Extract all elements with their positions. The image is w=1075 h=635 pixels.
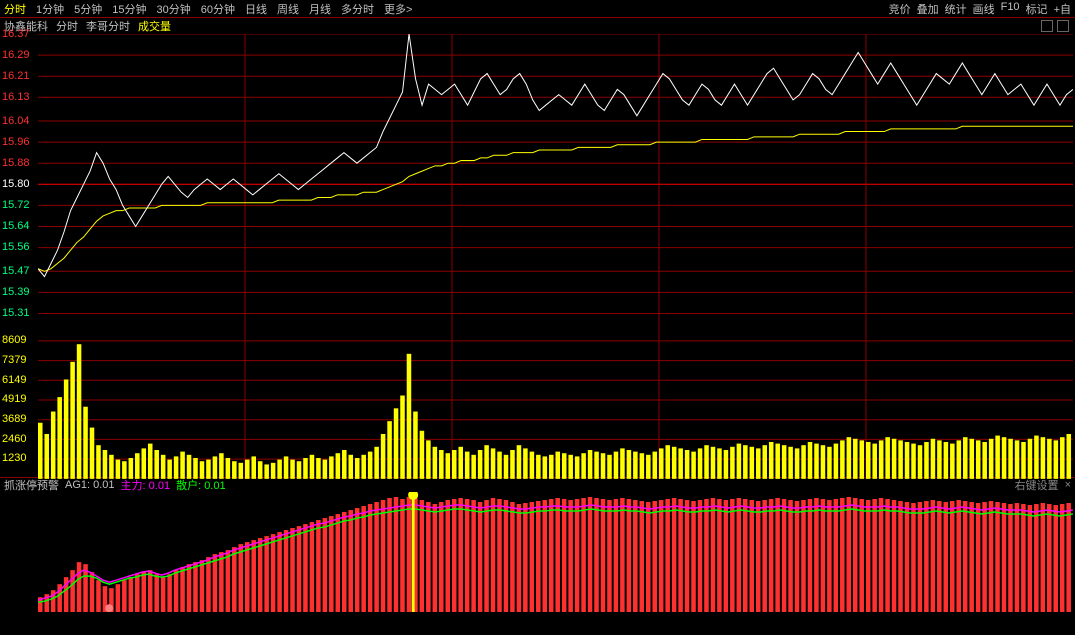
tab-9[interactable]: 多分时 [341, 1, 374, 17]
indicator-retail: 散户: 0.01 [176, 477, 226, 493]
tool-2[interactable]: 统计 [945, 1, 967, 17]
tool-1[interactable]: 叠加 [917, 1, 939, 17]
tab-6[interactable]: 日线 [245, 1, 267, 17]
chart-mode: 分时 [56, 18, 78, 34]
vol-ytick: 1230 [2, 452, 26, 464]
chart-extra: 李哥分时 [86, 18, 130, 34]
vol-ytick: 3689 [2, 413, 26, 425]
chart-title-bar: 协鑫能科 分时 李哥分时 成交量 [0, 18, 1075, 34]
vol-ytick: 7379 [2, 354, 26, 366]
expand-icon[interactable] [1041, 20, 1053, 32]
tab-8[interactable]: 月线 [309, 1, 331, 17]
timeframe-tabs: 分时 1分钟 5分钟 15分钟 30分钟 60分钟日线周线月线多分时更多> [4, 1, 412, 17]
ytick: 15.47 [2, 265, 30, 277]
tab-1[interactable]: 1分钟 [36, 1, 64, 17]
tab-5[interactable]: 60分钟 [201, 1, 235, 17]
toolbar-right: 竞价叠加统计画线 F10 标记 +自 [889, 1, 1071, 17]
ytick: 16.21 [2, 70, 30, 82]
indicator-canvas [38, 492, 1073, 612]
ytick: 15.56 [2, 241, 30, 253]
tool-3[interactable]: 画线 [973, 1, 995, 17]
tab-10[interactable]: 更多> [384, 1, 412, 17]
indicator-name: 抓涨停预警 [4, 477, 59, 493]
indicator-settings[interactable]: 右键设置 [1015, 477, 1059, 493]
indicator-ag: AG1: 0.01 [65, 479, 115, 491]
ytick: 16.04 [2, 115, 30, 127]
vol-ytick: 6149 [2, 374, 26, 386]
ytick: 16.13 [2, 91, 30, 103]
close-icon[interactable]: × [1065, 479, 1071, 491]
indicator-main: 主力: 0.01 [121, 477, 171, 493]
ytick: 15.80 [2, 178, 30, 190]
price-canvas [38, 34, 1073, 479]
ytick: 15.64 [2, 220, 30, 232]
ytick: 15.31 [2, 307, 30, 319]
ytick: 16.29 [2, 49, 30, 61]
tab-4[interactable]: 30分钟 [157, 1, 191, 17]
settings-icon[interactable] [1057, 20, 1069, 32]
ytick: 15.88 [2, 157, 30, 169]
ytick: 16.37 [2, 28, 30, 40]
vol-ytick: 8609 [2, 334, 26, 346]
tool-0[interactable]: 竞价 [889, 1, 911, 17]
top-tabs: 分时 1分钟 5分钟 15分钟 30分钟 60分钟日线周线月线多分时更多> 竞价叠加统计画… [0, 0, 1075, 18]
ytick: 15.96 [2, 136, 30, 148]
tab-7[interactable]: 周线 [277, 1, 299, 17]
ytick: 15.72 [2, 199, 30, 211]
ytick: 15.39 [2, 286, 30, 298]
price-y-axis: 16.3716.2916.2116.1316.0415.9615.8815.80… [2, 34, 36, 477]
tool-6[interactable]: +自 [1054, 1, 1071, 17]
tab-3[interactable]: 15分钟 [112, 1, 146, 17]
tool-4[interactable]: F10 [1001, 1, 1020, 17]
indicator-section[interactable]: 抓涨停预警 AG1: 0.01 主力: 0.01 散户: 0.01 右键设置 × [0, 478, 1075, 624]
volume-label: 成交量 [138, 18, 171, 34]
tool-5[interactable]: 标记 [1026, 1, 1048, 17]
vol-ytick: 2460 [2, 433, 26, 445]
tab-0[interactable]: 分时 [4, 1, 26, 17]
vol-ytick: 4919 [2, 393, 26, 405]
tab-2[interactable]: 5分钟 [74, 1, 102, 17]
price-chart-area[interactable]: 16.3716.2916.2116.1316.0415.9615.8815.80… [0, 34, 1075, 478]
indicator-header: 抓涨停预警 AG1: 0.01 主力: 0.01 散户: 0.01 右键设置 × [0, 478, 1075, 492]
